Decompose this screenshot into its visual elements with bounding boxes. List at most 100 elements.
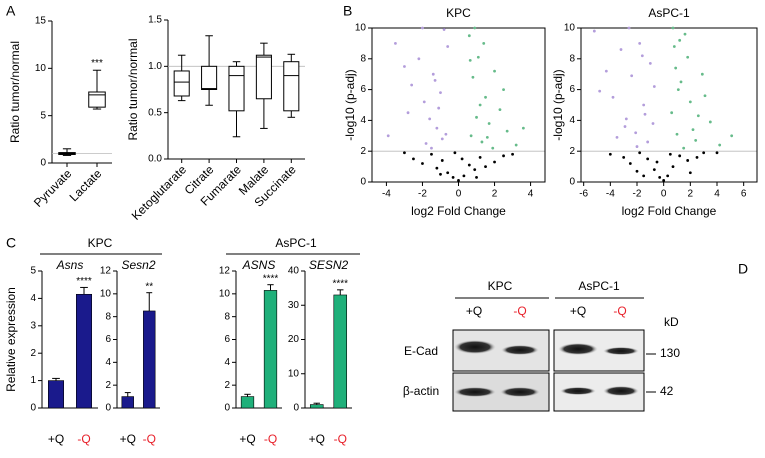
box bbox=[255, 54, 272, 100]
point bbox=[642, 103, 646, 107]
point bbox=[598, 89, 602, 93]
x-tick-label: -2 bbox=[633, 189, 642, 200]
point bbox=[394, 42, 397, 45]
point bbox=[521, 126, 525, 130]
point bbox=[608, 152, 612, 156]
y-tick-label: 10 bbox=[219, 288, 231, 299]
lane-label: -Q bbox=[613, 304, 626, 318]
panel-letter: B bbox=[343, 3, 352, 19]
point bbox=[505, 129, 509, 133]
y-tick-label: 15 bbox=[35, 16, 47, 27]
blot-band bbox=[603, 386, 639, 396]
x-tick-label: 4 bbox=[714, 189, 720, 200]
y-tick-label: 1.5 bbox=[148, 15, 162, 26]
y-tick-label: 2 bbox=[224, 380, 230, 391]
point bbox=[730, 134, 734, 138]
point bbox=[630, 74, 634, 78]
size-label: 130 bbox=[660, 346, 680, 360]
bar bbox=[76, 293, 93, 409]
y-tick-label: 10 bbox=[355, 23, 367, 34]
point bbox=[480, 140, 484, 144]
y-tick-label: 4 bbox=[360, 115, 366, 126]
y-tick-label: 2 bbox=[105, 380, 111, 391]
y-tick-label: 6 bbox=[224, 334, 230, 345]
blot-band bbox=[501, 345, 539, 355]
y-tick-label: 10 bbox=[564, 23, 576, 34]
group-label: AsPC-1 bbox=[275, 236, 317, 250]
bar bbox=[121, 396, 134, 409]
point bbox=[708, 120, 712, 124]
point bbox=[652, 168, 656, 172]
point bbox=[478, 103, 482, 107]
y-tick-label: 0 bbox=[224, 403, 230, 414]
point bbox=[658, 175, 662, 179]
point bbox=[668, 152, 672, 156]
point bbox=[700, 72, 704, 76]
y-tick-label: 8 bbox=[360, 53, 366, 64]
y-axis-label: -log10 (p-adj) bbox=[551, 69, 565, 140]
chart-title: ASNS bbox=[242, 258, 276, 272]
point bbox=[676, 88, 680, 91]
point bbox=[514, 143, 518, 147]
lane-label: -Q bbox=[513, 304, 526, 318]
point bbox=[451, 175, 455, 179]
point bbox=[672, 45, 676, 48]
point bbox=[702, 151, 706, 155]
y-tick-label: 1 bbox=[30, 375, 36, 386]
point bbox=[682, 146, 686, 150]
x-tick-label: -Q bbox=[334, 432, 347, 446]
point bbox=[648, 62, 652, 65]
point bbox=[671, 165, 675, 169]
x-tick-label: 2 bbox=[688, 189, 694, 200]
blot-band bbox=[454, 387, 496, 397]
y-tick-label: 20 bbox=[288, 334, 300, 345]
point bbox=[643, 112, 647, 116]
point bbox=[424, 142, 428, 145]
point bbox=[442, 28, 446, 31]
point bbox=[417, 57, 421, 61]
x-tick-label: Pyruvate bbox=[31, 166, 75, 210]
x-tick-label: +Q bbox=[239, 432, 255, 446]
point bbox=[703, 94, 707, 98]
bar bbox=[263, 290, 278, 409]
unit-label: kD bbox=[664, 315, 679, 329]
point bbox=[482, 42, 486, 45]
x-tick-label: 0 bbox=[456, 189, 462, 200]
point bbox=[652, 85, 656, 88]
point bbox=[619, 48, 623, 51]
point bbox=[406, 111, 410, 115]
box bbox=[88, 91, 106, 108]
bar bbox=[333, 294, 348, 409]
y-axis-label: Ratio tumor/normal bbox=[8, 41, 22, 143]
x-tick-label: 4 bbox=[528, 189, 534, 200]
point bbox=[651, 122, 655, 125]
y-tick-label: 6 bbox=[569, 84, 575, 95]
row-label: E-Cad bbox=[404, 344, 438, 358]
point bbox=[431, 72, 435, 76]
x-tick-label: +Q bbox=[48, 432, 64, 446]
y-tick-label: 0 bbox=[569, 177, 575, 188]
point bbox=[462, 174, 466, 178]
point bbox=[444, 132, 448, 136]
blot-band bbox=[560, 387, 596, 395]
point bbox=[688, 171, 692, 175]
point bbox=[403, 151, 406, 155]
y-tick-label: 12 bbox=[219, 266, 231, 277]
blot-band bbox=[558, 343, 598, 355]
y-tick-label: 0 bbox=[40, 158, 46, 169]
point bbox=[635, 169, 639, 173]
x-axis-label: log2 Fold Change bbox=[622, 204, 717, 218]
point bbox=[437, 106, 441, 110]
x-tick-label: 6 bbox=[741, 189, 747, 200]
point bbox=[694, 139, 698, 142]
point bbox=[446, 171, 450, 175]
point bbox=[615, 135, 619, 139]
blot-group: KPC bbox=[488, 279, 513, 293]
bar bbox=[47, 380, 64, 409]
point bbox=[476, 55, 480, 59]
point bbox=[695, 155, 699, 159]
x-axis-label: log2 Fold Change bbox=[411, 204, 506, 218]
chart-title: Asns bbox=[56, 258, 84, 272]
y-tick-label: 10 bbox=[35, 63, 47, 74]
point bbox=[446, 45, 450, 48]
